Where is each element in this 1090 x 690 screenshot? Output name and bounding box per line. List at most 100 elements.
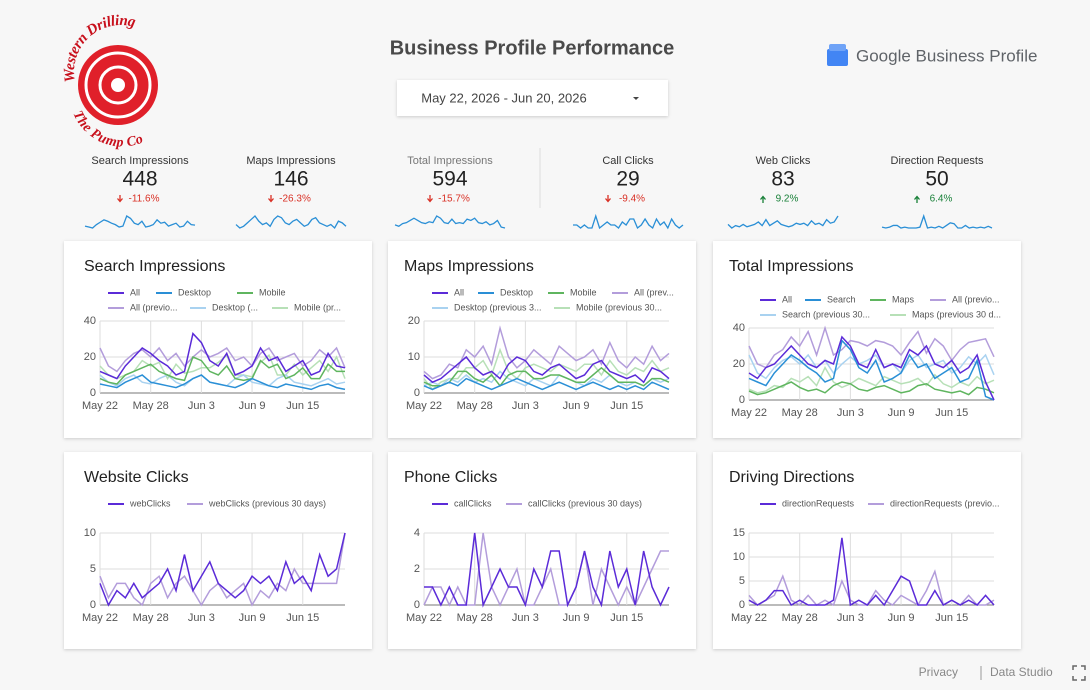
y-tick-label: 10: [733, 551, 745, 563]
x-tick-label: Jun 3: [512, 612, 539, 624]
x-tick-label: May 22: [731, 612, 767, 624]
y-tick-label: 10: [408, 351, 420, 363]
kpi-label: Maps Impressions: [246, 155, 336, 167]
x-tick-label: Jun 9: [888, 407, 915, 419]
sparkline: [394, 215, 506, 229]
legend-label: Desktop: [178, 287, 211, 297]
dropdown-arrow[interactable]: [633, 97, 639, 100]
kpi-value: 83: [771, 168, 794, 191]
y-tick-label: 15: [733, 527, 745, 539]
y-tick-label: 20: [408, 315, 420, 327]
legend-label: Desktop: [500, 287, 533, 297]
x-tick-label: May 28: [782, 612, 818, 624]
logo-ring: [98, 65, 138, 105]
date-box[interactable]: [397, 80, 668, 116]
legend-label: All: [782, 294, 792, 304]
x-tick-label: Jun 9: [888, 612, 915, 624]
brand-icon: [829, 44, 846, 51]
y-tick-label: 5: [90, 563, 96, 575]
change-arrow: [268, 195, 274, 203]
card: [64, 452, 372, 649]
legend-label: All: [130, 287, 140, 297]
x-tick-label: May 22: [82, 612, 118, 624]
x-tick-label: Jun 15: [286, 400, 319, 412]
legend-label: Mobile: [570, 287, 597, 297]
line-series: [748, 325, 995, 369]
chart-card: Total Impressions All Search Maps All (previ…: [713, 241, 1021, 438]
logo: Western Drilling The Pump Co: [62, 13, 158, 151]
legend-label: Search: [827, 294, 856, 304]
x-tick-label: Jun 9: [239, 612, 266, 624]
y-tick-label: 20: [733, 358, 745, 370]
y-tick-label: 0: [90, 599, 96, 611]
line-series: [748, 381, 995, 396]
legend-label: All (previo...: [952, 294, 1000, 304]
y-tick-label: 0: [414, 599, 420, 611]
line-series: [424, 532, 670, 608]
legend-label: Mobile: [259, 287, 286, 297]
legend-label: Mobile (previous 30...: [576, 302, 662, 312]
x-tick-label: May 22: [406, 612, 442, 624]
line-series: [423, 347, 670, 391]
legend-label: callClicks (previous 30 days): [528, 498, 642, 508]
kpi-label: Search Impressions: [91, 155, 189, 167]
chart-title: Total Impressions: [729, 258, 854, 275]
x-tick-label: May 22: [731, 407, 767, 419]
date-range[interactable]: May 22, 2026 - Jun 20, 2026: [421, 90, 587, 105]
legend-label: Desktop (previous 3...: [454, 302, 542, 312]
line-series: [423, 532, 669, 607]
line-series: [423, 370, 670, 387]
chart-title: Website Clicks: [84, 469, 189, 486]
y-tick-label: 2: [414, 563, 420, 575]
y-tick-label: 0: [90, 387, 96, 399]
x-tick-label: Jun 15: [610, 612, 643, 624]
line-series: [423, 355, 670, 384]
line-series: [99, 332, 346, 380]
x-tick-label: Jun 15: [935, 612, 968, 624]
kpi-change: -15.7%: [438, 194, 470, 205]
x-tick-label: Jun 3: [188, 400, 215, 412]
line-series: [748, 365, 995, 394]
date-picker[interactable]: May 22, 2026 - Jun 20, 2026: [397, 80, 668, 116]
legend-label: Maps: [892, 294, 915, 304]
legend-label: All (previo...: [130, 302, 178, 312]
chart-title: Maps Impressions: [404, 258, 534, 275]
x-tick-label: Jun 3: [837, 407, 864, 419]
line-series: [423, 366, 670, 388]
y-tick-label: 5: [739, 575, 745, 587]
line-series: [748, 335, 995, 401]
legend-label: Search (previous 30...: [782, 309, 870, 319]
kpi-label: Web Clicks: [756, 155, 811, 167]
card: [713, 452, 1021, 649]
chart-card: Website Clicks webClicks webClicks (previo…: [64, 452, 372, 649]
legend-label: Desktop (...: [212, 302, 258, 312]
studio-link[interactable]: Data Studio: [990, 665, 1053, 679]
x-tick-label: Jun 3: [837, 612, 864, 624]
chart-card: Maps Impressions All Desktop Mobile All (pre…: [388, 241, 696, 438]
page-title: Business Profile Performance: [390, 37, 675, 59]
kpi-value: 146: [273, 168, 308, 191]
card: [713, 241, 1021, 438]
line-series: [423, 377, 670, 391]
logo-center: [111, 78, 125, 92]
change-arrow: [427, 195, 433, 203]
x-tick-label: Jun 15: [610, 400, 643, 412]
kpi-change: -9.4%: [619, 194, 645, 205]
privacy-link[interactable]: Privacy: [919, 665, 958, 679]
x-tick-label: Jun 15: [935, 407, 968, 419]
x-tick-label: Jun 15: [286, 612, 319, 624]
y-tick-label: 0: [739, 394, 745, 406]
chart-title: Search Impressions: [84, 258, 225, 275]
change-arrow: [605, 195, 611, 203]
x-tick-label: Jun 9: [563, 400, 590, 412]
legend-label: Maps (previous 30 d...: [912, 309, 1001, 319]
y-tick-label: 10: [84, 527, 96, 539]
x-tick-label: Jun 9: [563, 612, 590, 624]
sparkline: [573, 213, 684, 230]
y-tick-label: 40: [733, 322, 745, 334]
x-tick-label: May 28: [782, 407, 818, 419]
chart-title: Driving Directions: [729, 469, 854, 486]
kpi-value: 594: [432, 168, 467, 191]
fullscreen-icon[interactable]: [1072, 665, 1086, 681]
